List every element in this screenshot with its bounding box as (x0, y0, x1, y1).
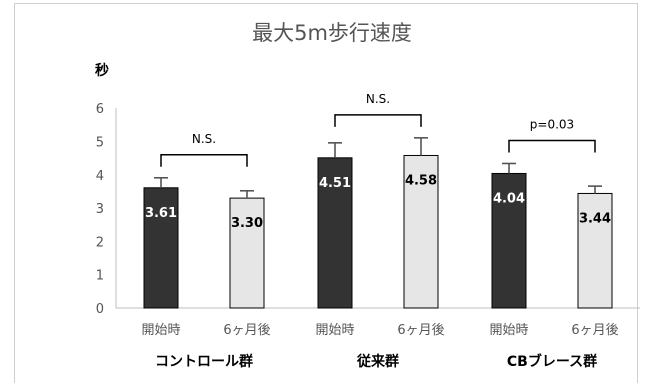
x-tick-label: 開始時 (141, 323, 180, 338)
x-tick-label: 開始時 (315, 323, 354, 338)
y-tick-label: 3 (96, 202, 104, 217)
y-tick-label: 1 (96, 269, 104, 284)
data-label: 4.58 (405, 173, 437, 188)
chart-title: 最大5m歩行速度 (252, 21, 412, 45)
bar (317, 157, 353, 309)
significance-label: N.S. (366, 92, 390, 106)
y-axis-label: 秒 (95, 62, 109, 79)
significance-bracket (334, 114, 422, 127)
data-label: 3.61 (145, 206, 177, 221)
significance-bracket (508, 139, 596, 153)
significance-label: p=0.03 (530, 117, 574, 131)
y-tick-label: 4 (96, 169, 104, 184)
bar (143, 187, 179, 309)
significance-bracket (160, 154, 248, 167)
x-tick-label: 6ヶ月後 (571, 323, 618, 338)
data-label: 3.30 (231, 216, 263, 231)
y-tick-label: 2 (96, 235, 104, 250)
x-tick-label: 開始時 (489, 323, 528, 338)
x-tick-label: 6ヶ月後 (223, 323, 270, 338)
significance-label: N.S. (192, 132, 216, 146)
bar (491, 172, 527, 309)
y-tick-label: 5 (96, 136, 104, 151)
y-tick-label: 6 (96, 102, 104, 117)
bar (577, 192, 613, 309)
data-label: 4.04 (493, 191, 525, 206)
data-label: 3.44 (579, 211, 611, 226)
group-label: コントロール群 (155, 353, 253, 370)
data-label: 4.51 (319, 176, 351, 191)
group-label: 従来群 (356, 353, 399, 370)
y-tick-label: 0 (96, 302, 104, 317)
bar (229, 197, 265, 309)
x-tick-label: 6ヶ月後 (397, 323, 444, 338)
group-label: CBブレース群 (507, 353, 597, 370)
